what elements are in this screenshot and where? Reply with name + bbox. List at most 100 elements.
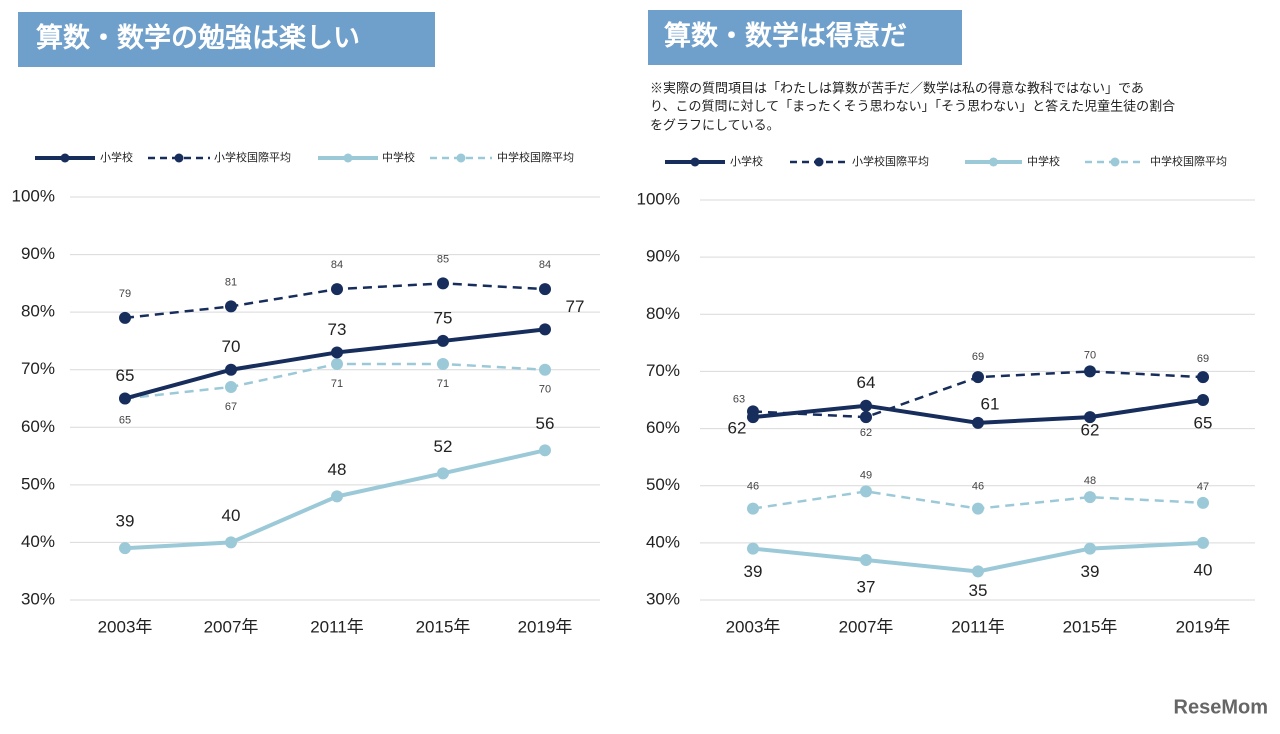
- legend-label: 小学校国際平均: [214, 150, 291, 164]
- data-label: 46: [972, 480, 984, 492]
- y-tick-label: 100%: [12, 186, 55, 205]
- legend-marker: [814, 157, 824, 167]
- marker: [1197, 536, 1209, 549]
- legend-marker: [60, 153, 70, 163]
- data-label: 65: [116, 366, 135, 385]
- legend-label: 中学校: [1027, 154, 1060, 168]
- marker: [225, 380, 237, 393]
- note: ※実際の質問項目は「わたしは算数が苦手だ／数学は私の得意な教科ではない」であ: [650, 80, 1144, 95]
- marker: [539, 444, 551, 457]
- marker: [860, 554, 872, 566]
- legend-marker: [989, 157, 998, 167]
- data-label: 84: [539, 259, 551, 271]
- data-label: 73: [328, 320, 347, 339]
- data-label: 63: [733, 393, 745, 405]
- y-tick-label: 90%: [21, 244, 55, 263]
- data-label: 67: [225, 401, 237, 413]
- marker: [1084, 365, 1096, 378]
- data-label: 52: [434, 437, 453, 456]
- data-label: 40: [222, 506, 241, 525]
- data-label: 69: [1197, 353, 1209, 365]
- marker: [1084, 491, 1096, 504]
- marker: [747, 411, 759, 424]
- legend-label: 中学校: [382, 150, 415, 164]
- legend-marker: [690, 157, 700, 167]
- data-label: 75: [434, 308, 453, 327]
- x-tick-label: 2003年: [98, 617, 153, 636]
- data-label: 71: [437, 378, 449, 390]
- x-tick-label: 2015年: [416, 617, 471, 636]
- marker: [1197, 371, 1209, 384]
- data-label: 35: [969, 581, 988, 600]
- marker: [860, 399, 872, 412]
- marker: [1084, 411, 1096, 424]
- legend-label: 中学校国際平均: [497, 150, 574, 164]
- data-label: 79: [119, 288, 131, 300]
- marker: [119, 311, 131, 324]
- x-tick-label: 2011年: [951, 617, 1005, 636]
- legend-label: 小学校国際平均: [852, 154, 929, 168]
- data-label: 62: [860, 427, 872, 439]
- marker: [437, 277, 449, 290]
- marker: [225, 536, 237, 549]
- marker: [860, 485, 872, 498]
- legend-marker: [343, 153, 353, 163]
- x-tick-label: 2011年: [310, 617, 364, 636]
- y-tick-label: 40%: [646, 532, 680, 551]
- data-label: 85: [437, 253, 449, 265]
- y-tick-label: 60%: [21, 417, 55, 436]
- data-label: 39: [744, 562, 763, 581]
- y-tick-label: 70%: [21, 359, 55, 378]
- title-box: [18, 12, 435, 67]
- watermark: ReseMom: [1174, 696, 1268, 718]
- legend-marker: [456, 153, 466, 163]
- marker: [437, 467, 449, 480]
- chart-title: 算数・数学の勉強は楽しい: [36, 22, 360, 53]
- x-tick-label: 2007年: [204, 617, 259, 636]
- marker: [225, 300, 237, 313]
- x-tick-label: 2007年: [839, 617, 894, 636]
- x-tick-label: 2019年: [1176, 617, 1231, 636]
- marker: [331, 357, 343, 370]
- data-label: 77: [566, 297, 585, 316]
- y-tick-label: 70%: [646, 361, 680, 380]
- y-tick-label: 30%: [21, 589, 55, 608]
- data-label: 47: [1197, 481, 1209, 493]
- marker: [747, 502, 759, 515]
- marker: [225, 363, 237, 376]
- marker: [119, 392, 131, 405]
- note: り、この質問に対して「まったくそう思わない」「そう思わない」と答えた児童生徒の割…: [650, 98, 1175, 113]
- data-label: 37: [857, 577, 876, 596]
- data-label: 70: [1084, 349, 1096, 361]
- data-label: 56: [536, 414, 555, 433]
- y-tick-label: 90%: [646, 247, 680, 266]
- marker: [972, 371, 984, 384]
- data-label: 70: [222, 337, 241, 356]
- data-label: 62: [728, 419, 747, 438]
- y-tick-label: 100%: [637, 189, 680, 208]
- y-tick-label: 50%: [646, 475, 680, 494]
- marker: [437, 357, 449, 370]
- marker: [747, 542, 759, 555]
- data-label: 70: [539, 384, 551, 396]
- data-label: 62: [1081, 421, 1100, 440]
- y-tick-label: 80%: [21, 302, 55, 321]
- x-tick-label: 2003年: [726, 617, 781, 636]
- marker: [331, 346, 343, 359]
- data-label: 49: [860, 469, 872, 481]
- marker: [1084, 542, 1096, 555]
- note: をグラフにしている。: [650, 117, 780, 132]
- x-tick-label: 2015年: [1063, 617, 1118, 636]
- marker: [539, 283, 551, 296]
- marker: [972, 416, 984, 429]
- legend-label: 小学校: [730, 154, 763, 168]
- legend-label: 小学校: [100, 150, 133, 164]
- y-tick-label: 80%: [646, 304, 680, 323]
- data-label: 64: [857, 373, 876, 392]
- data-label: 61: [981, 394, 1000, 413]
- legend-marker: [1110, 157, 1120, 167]
- data-label: 48: [1084, 475, 1096, 487]
- marker: [331, 283, 343, 296]
- data-label: 39: [1081, 562, 1100, 581]
